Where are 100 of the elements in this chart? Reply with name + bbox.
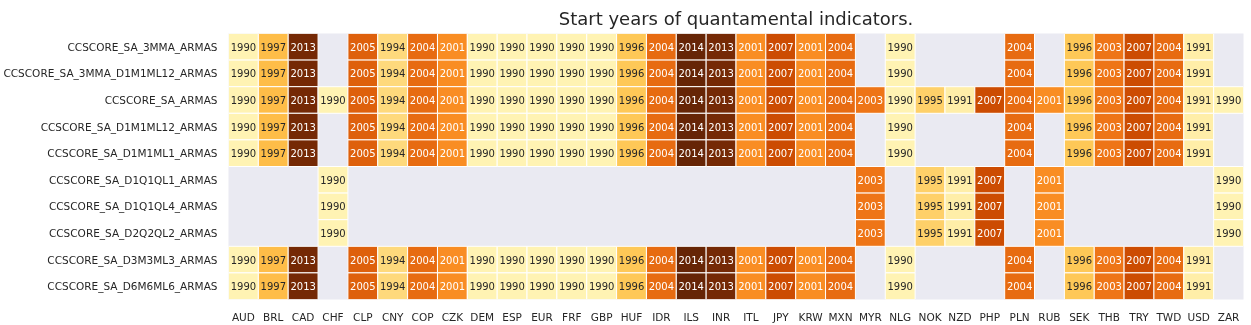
data-label: 1990 <box>469 281 495 293</box>
y-tick-label: CCSCORE_SA_D3M3ML3_ARMAS <box>47 253 218 267</box>
data-label: 2004 <box>1156 121 1182 133</box>
data-label: 1990 <box>499 41 525 53</box>
data-label: 1990 <box>588 148 615 160</box>
data-label: 2014 <box>678 68 704 80</box>
data-label: 1990 <box>559 254 585 266</box>
data-label: 2003 <box>1096 68 1122 80</box>
data-label: 1990 <box>230 95 257 106</box>
data-label: 1996 <box>618 95 645 106</box>
data-label: 1991 <box>1186 281 1212 293</box>
y-tick-label: CCSCORE_SA_D1M1ML12_ARMAS <box>40 120 218 134</box>
data-label: 1990 <box>499 68 525 80</box>
data-label: 2003 <box>857 228 884 239</box>
x-tick-label: NOK <box>918 310 943 323</box>
data-label: 2007 <box>1126 41 1152 53</box>
y-tick-label: CCSCORE_SA_3MMA_D1M1ML12_ARMAS <box>3 67 218 81</box>
data-label: 1997 <box>260 254 287 266</box>
x-tick-label: ZAR <box>1217 310 1240 323</box>
data-label: 1994 <box>379 95 406 106</box>
data-label: 1996 <box>618 148 645 160</box>
data-label: 2014 <box>678 148 704 160</box>
x-tick-label: USD <box>1187 310 1210 323</box>
data-label: 1995 <box>917 201 943 213</box>
data-label: 2007 <box>768 41 794 53</box>
data-label: 1994 <box>379 281 406 293</box>
data-label: 2001 <box>439 41 466 53</box>
data-label: 1991 <box>1186 68 1212 80</box>
data-label: 2007 <box>1126 281 1152 293</box>
data-label: 1991 <box>947 174 973 186</box>
x-tick-label: SEK <box>1069 310 1091 323</box>
data-label: 2004 <box>648 68 675 80</box>
data-label: 1995 <box>917 228 943 239</box>
data-label: 2007 <box>977 228 1003 239</box>
data-label: 2004 <box>409 281 436 293</box>
data-label: 2007 <box>1126 254 1152 266</box>
data-label: 2001 <box>738 121 764 133</box>
data-label: 2001 <box>797 68 824 80</box>
data-label: 2001 <box>1036 95 1063 106</box>
x-tick-label: FRF <box>562 310 582 323</box>
data-label: 2013 <box>708 41 734 53</box>
data-label: 2007 <box>768 281 794 293</box>
data-label: 2014 <box>678 281 704 293</box>
data-label: 2005 <box>350 148 376 160</box>
data-label: 2013 <box>290 254 316 266</box>
data-label: 2007 <box>768 95 794 106</box>
data-label: 1994 <box>379 121 406 133</box>
data-label: 2001 <box>738 281 764 293</box>
x-tick-label: CNY <box>381 310 405 323</box>
data-label: 2001 <box>797 254 824 266</box>
data-label: 2004 <box>1156 68 1182 80</box>
data-label: 2001 <box>439 95 466 106</box>
data-label: 2004 <box>827 41 854 53</box>
x-tick-label: GBP <box>590 310 613 323</box>
x-tick-label: NZD <box>948 310 972 323</box>
data-label: 2014 <box>678 41 704 53</box>
data-label: 1990 <box>320 228 346 239</box>
data-label: 1990 <box>529 68 555 80</box>
data-label: 1994 <box>379 254 406 266</box>
data-label: 1996 <box>618 68 645 80</box>
data-label: 1997 <box>260 95 287 106</box>
x-tick-label: TWD <box>1155 310 1182 323</box>
data-label: 2001 <box>1036 228 1063 239</box>
data-label: 2001 <box>738 68 764 80</box>
data-label: 2005 <box>350 95 376 106</box>
data-label: 1990 <box>529 41 555 53</box>
data-label: 2004 <box>827 68 854 80</box>
data-label: 1990 <box>469 95 495 106</box>
data-label: 1994 <box>379 41 406 53</box>
data-label: 2001 <box>797 121 824 133</box>
data-label: 2013 <box>290 281 316 293</box>
data-label: 2004 <box>1006 148 1033 160</box>
data-label: 1990 <box>559 95 585 106</box>
data-label: 2007 <box>1126 148 1152 160</box>
data-label: 1995 <box>917 174 943 186</box>
x-tick-label: COP <box>411 310 434 323</box>
data-label: 2004 <box>1006 68 1033 80</box>
data-label: 2007 <box>977 201 1003 213</box>
data-label: 1990 <box>230 148 257 160</box>
data-label: 2005 <box>350 41 376 53</box>
data-label: 2013 <box>708 121 734 133</box>
data-label: 1991 <box>1186 95 1212 106</box>
data-label: 1996 <box>1066 281 1093 293</box>
data-label: 2014 <box>678 121 704 133</box>
data-label: 1990 <box>469 68 495 80</box>
data-label: 2003 <box>1096 148 1122 160</box>
data-label: 1990 <box>559 281 585 293</box>
data-label: 2003 <box>1096 41 1122 53</box>
data-label: 1990 <box>230 41 257 53</box>
x-tick-label: PHP <box>979 310 1001 323</box>
data-label: 2004 <box>1006 95 1033 106</box>
data-label: 2001 <box>439 121 466 133</box>
data-label: 1990 <box>529 254 555 266</box>
data-label: 2013 <box>290 121 316 133</box>
data-label: 2013 <box>290 95 316 106</box>
y-tick-label: CCSCORE_SA_D1Q1QL1_ARMAS <box>48 173 218 187</box>
data-label: 1996 <box>618 281 645 293</box>
chart-title: Start years of quantamental indicators. <box>558 7 914 29</box>
data-label: 2013 <box>290 41 316 53</box>
x-tick-label: JPY <box>771 310 790 323</box>
